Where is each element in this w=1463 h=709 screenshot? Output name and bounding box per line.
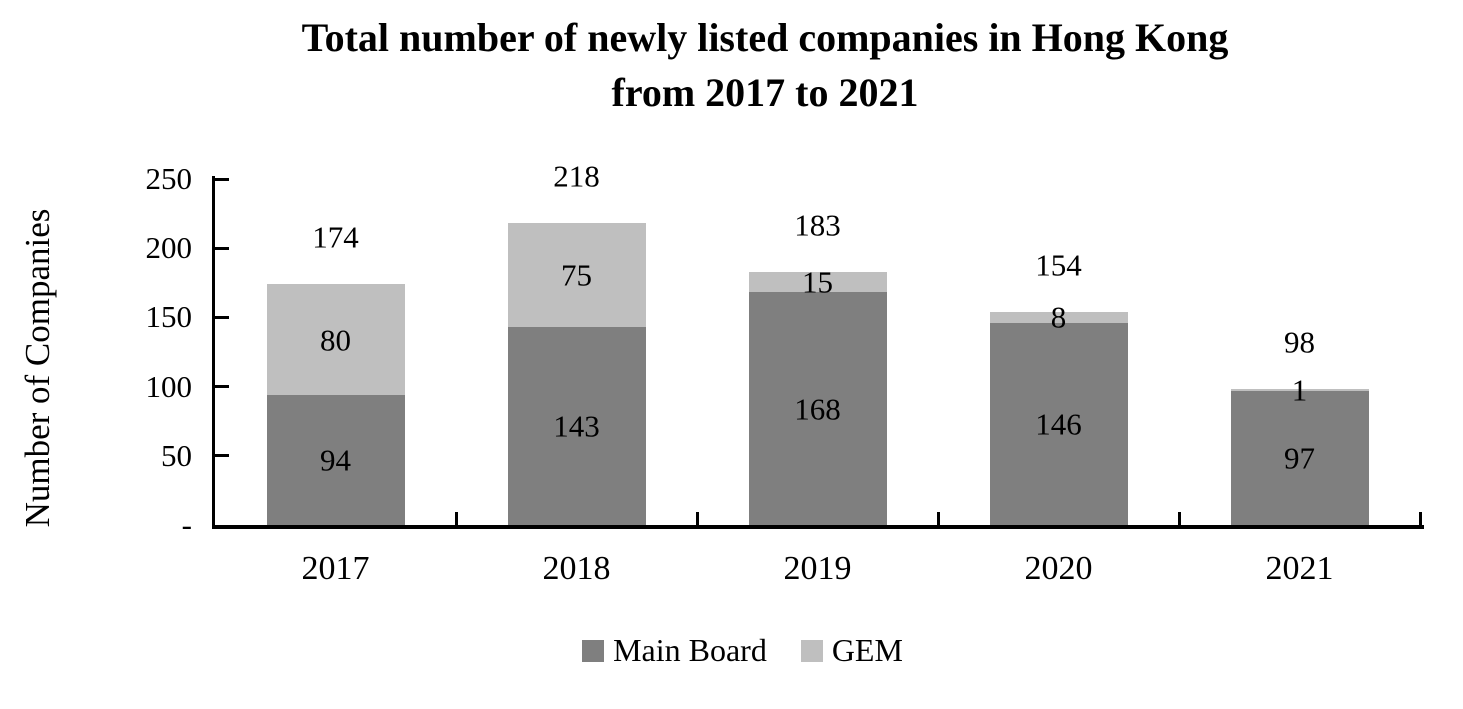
bar-segment-value: 146 (1035, 406, 1082, 442)
x-tick-mark (936, 512, 940, 525)
legend-label: GEM (831, 632, 903, 668)
bar-segment-gem (989, 311, 1128, 323)
y-tick-mark (215, 385, 229, 389)
bar-segment-value: 1 (1291, 372, 1308, 408)
legend-swatch-icon (800, 639, 823, 662)
x-tick-mark (1418, 512, 1422, 525)
x-category-label: 2020 (1024, 550, 1093, 587)
bar-segment-value: 15 (802, 264, 833, 300)
y-axis-title: Number of Companies (18, 208, 57, 528)
bar-segment-main-board (1230, 390, 1369, 525)
bar-total-value: 98 (1284, 324, 1315, 360)
y-axis-line (212, 176, 215, 527)
bar-segment-gem (507, 223, 646, 328)
bar-segment-gem (1230, 389, 1369, 391)
chart-title-line1: Total number of newly listed companies i… (301, 15, 1229, 60)
y-tick-mark (215, 246, 229, 250)
y-tick-label: 50 (161, 437, 192, 473)
x-category-label: 2019 (783, 550, 852, 587)
bar-segment-value: 75 (561, 257, 592, 293)
bar-total-value: 183 (794, 207, 841, 243)
legend-item-main-board: Main Board (582, 632, 767, 669)
x-tick-mark (695, 512, 699, 525)
bar-segment-main-board (507, 327, 646, 525)
y-tick-label: 150 (145, 299, 193, 335)
bar-segment-main-board (266, 394, 405, 525)
y-tick-label: 200 (145, 230, 193, 266)
bar-total-value: 154 (1035, 247, 1082, 283)
y-tick-mark (215, 454, 229, 458)
x-axis-line (212, 525, 1424, 529)
bar-total-value: 174 (312, 219, 359, 255)
x-category-label: 2017 (301, 550, 370, 587)
bar-segment-value: 8 (1050, 299, 1067, 335)
chart-title-line2: from 2017 to 2021 (611, 70, 919, 115)
bar-segment-main-board (748, 292, 887, 525)
bar-segment-value: 168 (794, 391, 841, 427)
bar-segment-value: 97 (1284, 440, 1315, 476)
y-tick-mark (215, 177, 229, 181)
bar-segment-value: 143 (553, 408, 600, 444)
x-tick-mark (1177, 512, 1181, 525)
chart-title: Total number of newly listed companies i… (67, 10, 1463, 120)
y-tick-label: - (181, 507, 192, 542)
legend-swatch-icon (582, 639, 605, 662)
bar-segment-value: 94 (320, 442, 351, 478)
y-tick-label: 250 (145, 161, 193, 196)
legend-item-gem: GEM (800, 632, 903, 669)
y-tick-label: 100 (145, 368, 193, 404)
x-tick-mark (454, 512, 458, 525)
bar-segment-value: 80 (320, 322, 351, 358)
legend-label: Main Board (613, 632, 767, 668)
bar-total-value: 218 (553, 158, 600, 194)
x-category-label: 2021 (1265, 550, 1334, 587)
y-tick-mark (215, 315, 229, 319)
bar-segment-gem (748, 271, 887, 293)
bar-segment-main-board (989, 322, 1128, 525)
bar-segment-gem (266, 284, 405, 395)
legend: Main Board GEM (0, 632, 1463, 669)
x-category-label: 2018 (542, 550, 611, 587)
